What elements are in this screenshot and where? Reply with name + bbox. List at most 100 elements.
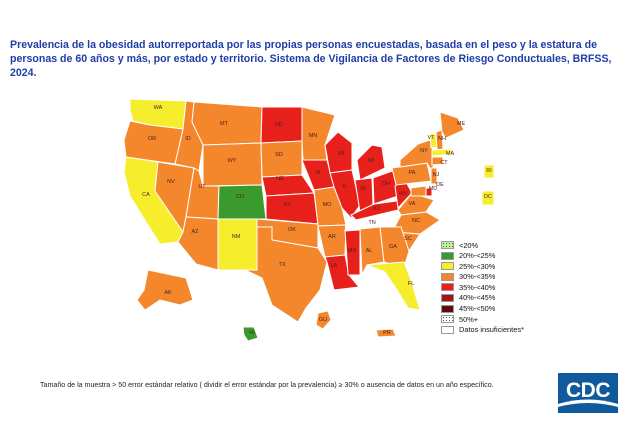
cdc-logo-swoosh-icon: [558, 399, 618, 413]
state-label-al: AL: [366, 248, 373, 254]
state-label-la: LA: [331, 263, 338, 269]
state-az: [177, 216, 219, 271]
legend-swatch: [441, 304, 454, 313]
state-label-wv: WV: [399, 191, 408, 197]
state-label-ms: MS: [348, 248, 357, 254]
state-ks: [265, 192, 319, 225]
state-label-vt: VT: [427, 135, 435, 141]
state-label-ca: CA: [142, 192, 150, 198]
map-title: Prevalencia de la obesidad autorreportad…: [10, 39, 612, 79]
legend-swatch: [441, 262, 454, 271]
state-label-de: DE: [436, 182, 444, 188]
state-ga: [379, 226, 410, 269]
footnote: Tamaño de la muestra > 50 error estándar…: [40, 381, 494, 389]
state-label-mi: MI: [368, 158, 375, 164]
state-label-wy: WY: [228, 158, 237, 164]
legend-label: 30%-<35%: [459, 272, 496, 282]
state-label-nj: NJ: [433, 172, 440, 178]
state-label-fl: FL: [408, 281, 414, 287]
state-tx: [244, 226, 328, 323]
legend-label: <20%: [459, 240, 479, 250]
state-label-ga: GA: [389, 244, 397, 250]
state-label-il: IL: [343, 184, 348, 190]
state-fl: [366, 261, 421, 311]
legend-swatch: [441, 283, 454, 292]
state-label-wi: WI: [338, 151, 345, 157]
state-label-me: ME: [457, 121, 466, 127]
state-ar: [317, 224, 347, 258]
state-me: [439, 111, 465, 139]
state-ny: [399, 139, 437, 171]
state-pr: [375, 328, 397, 338]
legend-swatch: [441, 272, 454, 281]
legend-item: Datos insuficientes*: [441, 325, 524, 335]
state-label-mo: MO: [323, 202, 333, 208]
state-label-ky: KY: [373, 206, 381, 212]
state-label-pr: PR: [383, 330, 391, 336]
state-label-ok: OK: [288, 227, 296, 233]
state-label-hi: HI: [249, 330, 255, 336]
state-dc: [481, 190, 495, 206]
state-label-nh: NH: [438, 136, 446, 142]
legend-swatch: [441, 293, 454, 302]
state-hi: [242, 326, 259, 342]
state-nj: [430, 167, 438, 185]
legend-item: 40%-<45%: [441, 293, 524, 303]
state-label-oh: OH: [382, 181, 390, 187]
state-la: [324, 254, 360, 291]
legend-label: 45%-<50%: [459, 304, 496, 314]
state-nm: [217, 218, 258, 271]
state-mo: [313, 186, 347, 227]
state-label-va: VA: [409, 201, 416, 207]
legend-swatch: [441, 241, 454, 249]
state-gu: [315, 310, 332, 330]
state-label-or: OR: [148, 136, 156, 142]
state-label-pa: PA: [409, 170, 416, 176]
legend-item: 20%-<25%: [441, 251, 524, 261]
state-label-wa: WA: [154, 105, 163, 111]
state-wy: [202, 142, 263, 187]
state-ma: [431, 148, 453, 157]
state-label-ma: MA: [446, 151, 455, 157]
state-label-sc: SC: [404, 236, 412, 242]
state-label-az: AZ: [191, 229, 199, 235]
state-va: [397, 192, 435, 216]
cdc-logo: CDC: [558, 373, 618, 413]
state-ak: [136, 269, 194, 311]
legend-swatch: [441, 325, 454, 334]
state-al: [359, 226, 385, 277]
legend-label: 40%-<45%: [459, 293, 496, 303]
state-label-ct: CT: [440, 160, 448, 166]
state-ne: [261, 174, 315, 197]
state-label-ks: KS: [283, 202, 291, 208]
state-ct: [431, 156, 444, 166]
state-label-nd: ND: [275, 122, 283, 128]
state-label-mt: MT: [220, 121, 229, 127]
state-label-sd: SD: [275, 152, 283, 158]
state-label-in: IN: [360, 186, 366, 192]
cdc-logo-text: CDC: [566, 379, 611, 402]
legend-item: 50%+: [441, 314, 524, 324]
state-label-ar: AR: [328, 234, 336, 240]
legend-item: 35%-<40%: [441, 282, 524, 292]
state-label-co: CO: [236, 194, 245, 200]
state-label-md: MD: [429, 186, 438, 192]
state-label-ne: NE: [276, 176, 284, 182]
legend-item: <20%: [441, 240, 524, 250]
legend-label: 20%-<25%: [459, 251, 496, 261]
legend: <20% 20%-<25% 25%-<30% 30%-<35% 35%-<40%…: [441, 240, 524, 335]
legend-label: 25%-<30%: [459, 261, 496, 271]
state-label-tx: TX: [278, 262, 285, 268]
state-label-gu: GU: [319, 317, 327, 323]
state-label-ak: AK: [164, 290, 172, 296]
state-label-nc: NC: [412, 218, 420, 224]
state-ri: [483, 164, 495, 179]
state-label-id: ID: [185, 136, 191, 142]
legend-item: 45%-<50%: [441, 304, 524, 314]
state-label-ri: RI: [486, 168, 492, 174]
state-label-dc: DC: [484, 194, 492, 200]
legend-item: 25%-<30%: [441, 261, 524, 271]
state-md: [410, 185, 427, 197]
state-label-mn: MN: [309, 133, 318, 139]
